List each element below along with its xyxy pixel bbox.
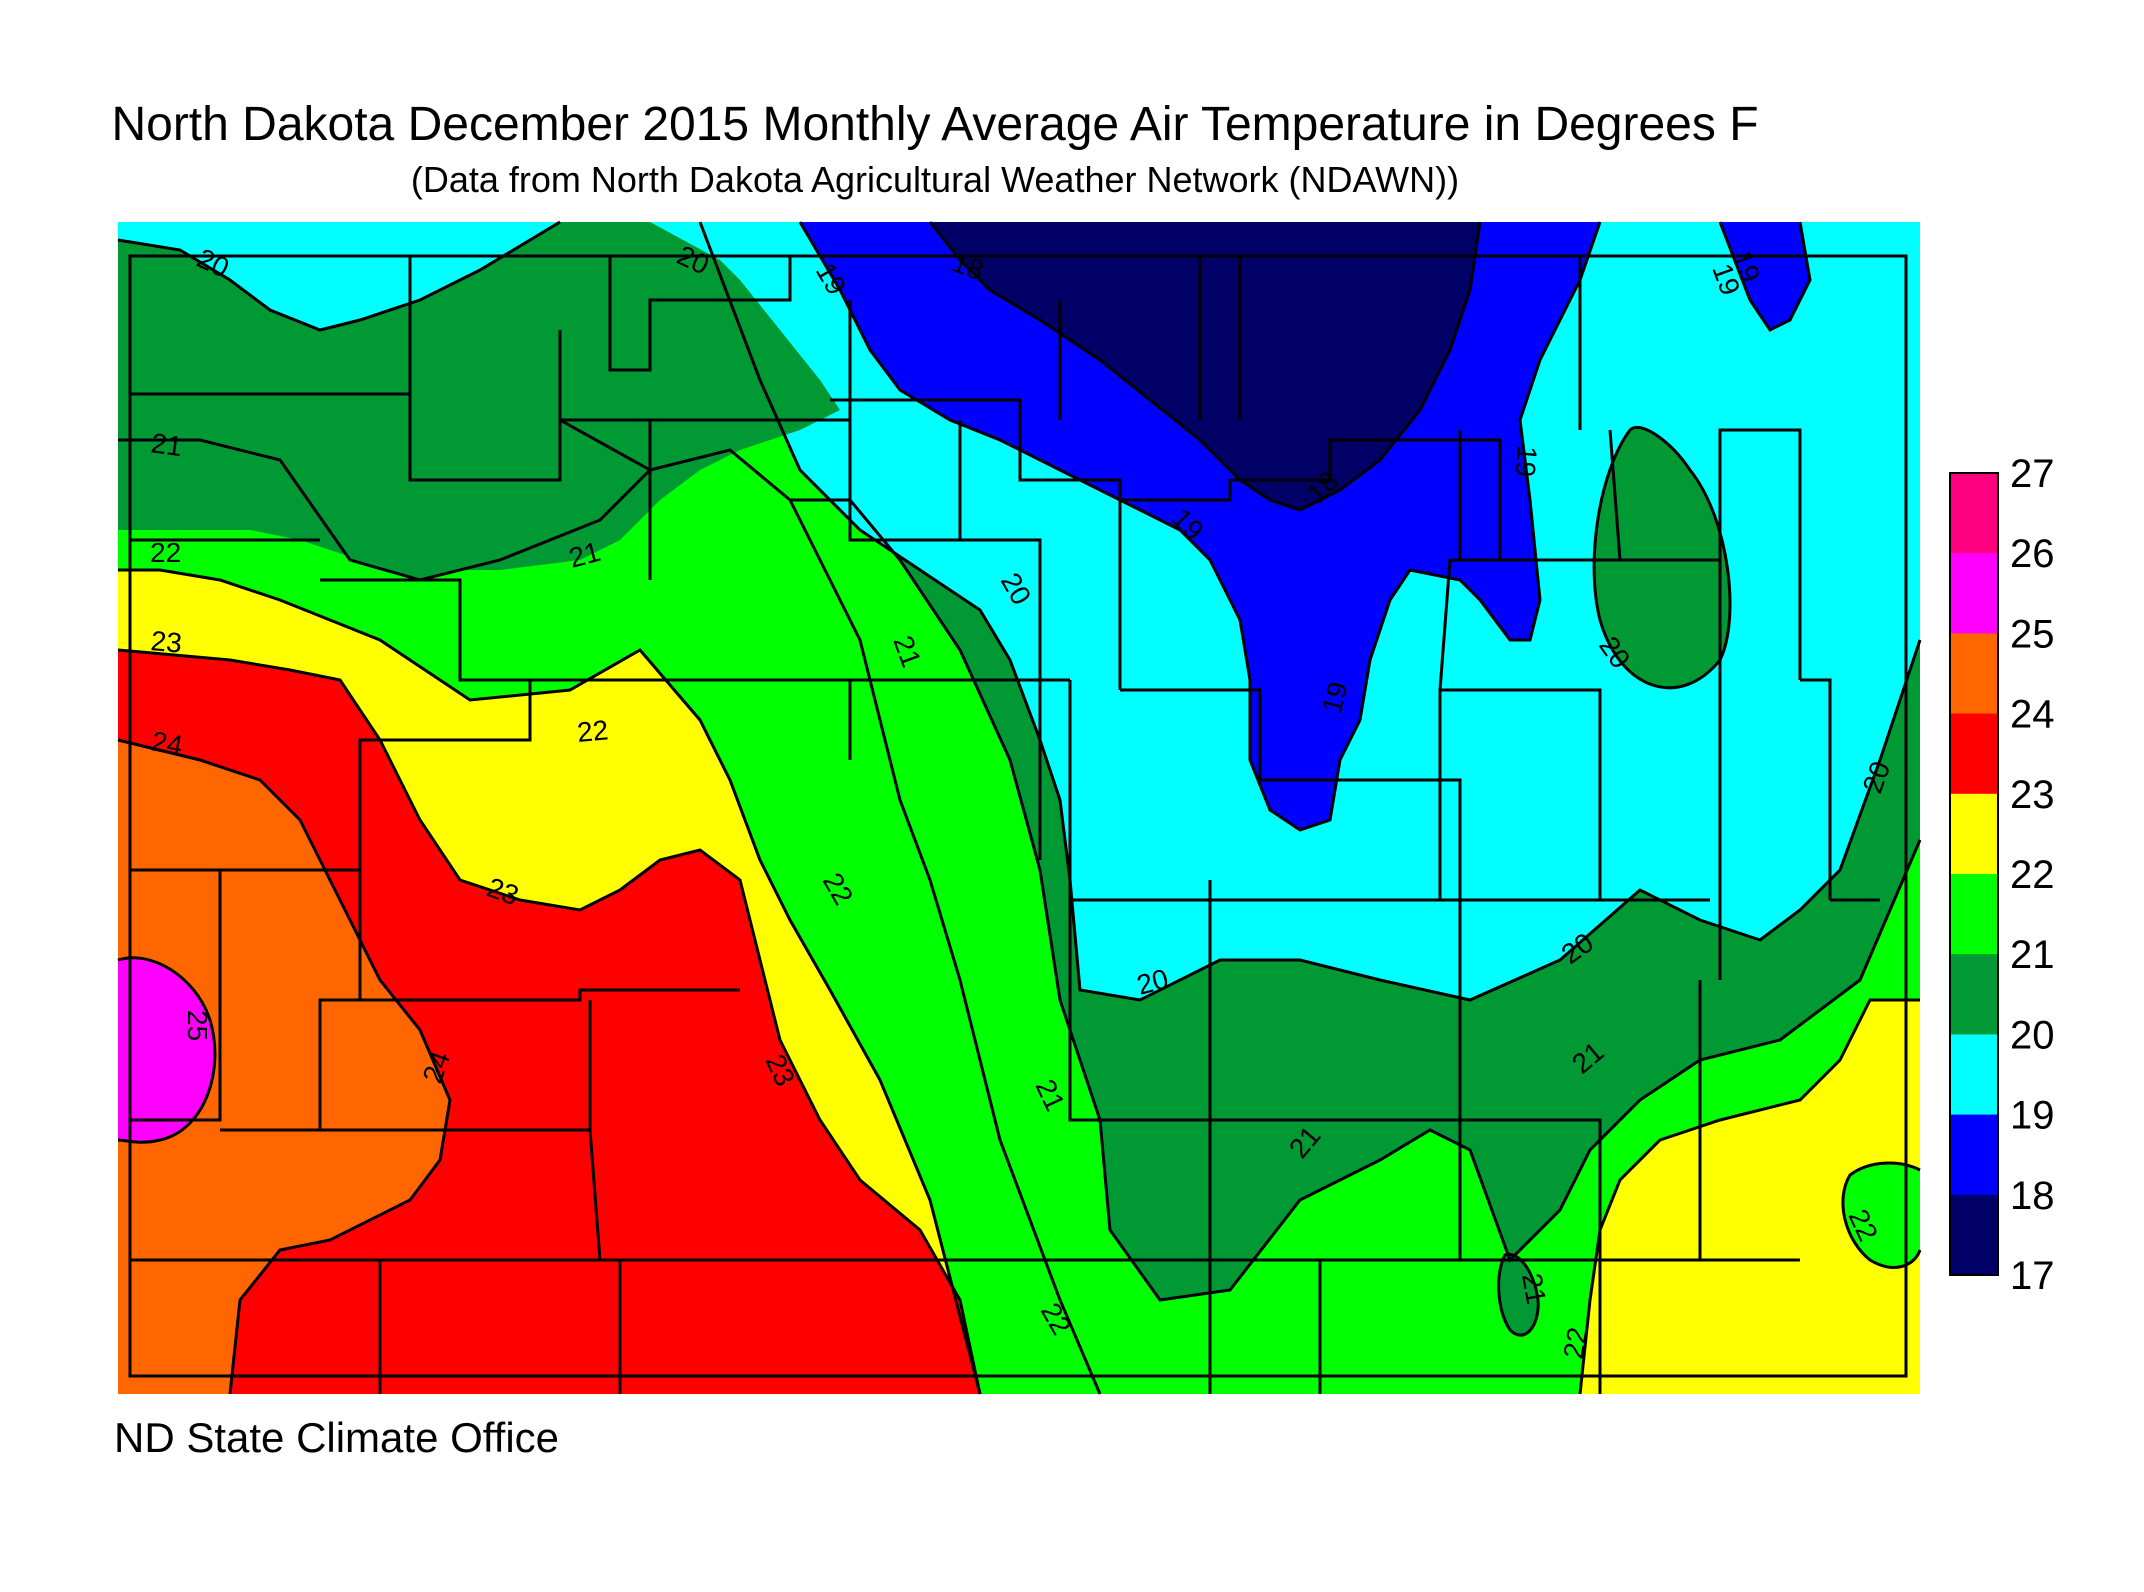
contour-label: 19 <box>1509 444 1543 478</box>
map-title: North Dakota December 2015 Monthly Avera… <box>111 98 1759 151</box>
credit-text: ND State Climate Office <box>114 1414 560 1461</box>
contour-fill-layer <box>118 222 1920 1394</box>
legend-band-26-27 <box>1950 473 1998 554</box>
zone-25-26 <box>118 957 215 1143</box>
contour-label: 21 <box>149 427 184 462</box>
zone-22-23-se <box>1580 1000 1920 1394</box>
legend-tick-label: 20 <box>2010 1013 2055 1057</box>
contour-label: 24 <box>149 725 185 761</box>
legend-frame <box>1949 472 1999 1276</box>
legend-tick-label: 19 <box>2010 1094 2055 1138</box>
legend-tick-label: 24 <box>2010 693 2055 737</box>
map-subtitle: (Data from North Dakota Agricultural Wea… <box>410 159 1460 200</box>
zone-19-20-north <box>118 222 820 330</box>
legend-band-22-23 <box>1950 793 1998 875</box>
legend-tick-label: 25 <box>2010 612 2055 656</box>
contour-lines <box>117 220 1922 1395</box>
legend-tick-label: 17 <box>2010 1254 2055 1298</box>
legend-band-21-22 <box>1950 874 1998 955</box>
zone-17-18 <box>930 222 1480 510</box>
contour-label: 25 <box>182 1010 213 1041</box>
legend-tick-label: 23 <box>2010 773 2055 817</box>
legend-bands <box>1950 473 1998 1276</box>
legend-band-25-26 <box>1950 553 1998 634</box>
contour-label: 22 <box>150 537 181 568</box>
zone-18-19-ne <box>1720 222 1810 330</box>
contour-label: 22 <box>576 714 610 748</box>
legend-band-17-18 <box>1950 1194 1998 1276</box>
legend-band-20-21 <box>1950 954 1998 1035</box>
legend-band-19-20 <box>1950 1034 1998 1116</box>
legend-tick-label: 18 <box>2010 1174 2055 1218</box>
legend-tick-label: 21 <box>2010 933 2055 977</box>
zone-24-25 <box>118 740 450 1394</box>
legend-band-18-19 <box>1950 1114 1998 1196</box>
contour-label: 23 <box>149 625 183 659</box>
contour-label: 22 <box>1557 1325 1593 1361</box>
legend-tick-label: 22 <box>2010 853 2055 897</box>
legend-band-24-25 <box>1950 633 1998 715</box>
legend-band-23-24 <box>1950 713 1998 795</box>
county-boundaries <box>128 254 1908 1394</box>
zone-20-21-patch <box>1498 1254 1539 1336</box>
legend: 27 26 25 24 23 22 21 20 19 18 17 <box>1949 452 2055 1298</box>
legend-ticks: 27 26 25 24 23 22 21 20 19 18 17 <box>2010 452 2055 1298</box>
legend-tick-label: 27 <box>2010 452 2055 496</box>
zone-21-22-se-patch <box>1842 1163 1920 1268</box>
legend-tick-label: 26 <box>2010 532 2055 576</box>
contour-label: 21 <box>1516 1271 1552 1307</box>
